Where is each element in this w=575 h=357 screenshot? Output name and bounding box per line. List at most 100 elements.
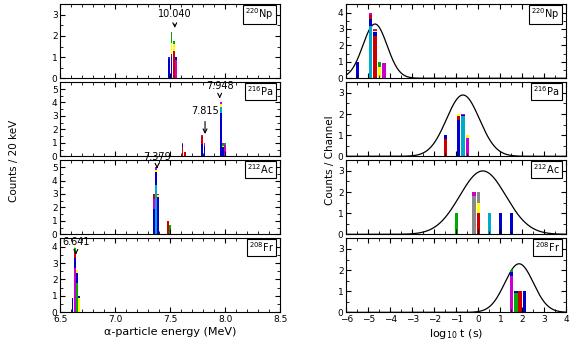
Bar (74, 247, 75, 248)
Bar (171, 54, 172, 57)
Bar (74, 258, 75, 268)
Bar (378, 67, 381, 78)
Bar (158, 195, 159, 197)
Bar (461, 115, 465, 116)
Text: 7.815: 7.815 (191, 106, 219, 133)
Bar (523, 291, 527, 312)
Bar (466, 135, 469, 138)
Bar (509, 276, 513, 312)
Text: 10.040: 10.040 (158, 9, 191, 27)
Bar (184, 152, 186, 156)
Bar (477, 192, 480, 203)
Bar (509, 270, 513, 272)
Bar (173, 41, 175, 44)
Bar (472, 192, 476, 196)
Bar (373, 31, 377, 32)
Text: Counts / 20 keV: Counts / 20 keV (9, 120, 18, 202)
Bar (173, 44, 175, 51)
Bar (369, 15, 373, 19)
Bar (223, 147, 224, 156)
Bar (488, 213, 491, 234)
Bar (457, 120, 461, 156)
Bar (454, 213, 458, 234)
Bar (201, 144, 203, 156)
Text: 7.948: 7.948 (206, 81, 233, 97)
Bar (499, 213, 502, 234)
Bar (220, 104, 222, 106)
Bar (378, 62, 381, 67)
Bar (369, 26, 373, 78)
Bar (74, 252, 75, 258)
Bar (155, 172, 157, 185)
Bar (155, 167, 157, 170)
Bar (509, 213, 513, 234)
Bar (461, 116, 465, 156)
Text: $^{216}$Pa: $^{216}$Pa (247, 85, 274, 98)
Bar (171, 33, 172, 44)
Bar (220, 113, 222, 156)
Bar (201, 136, 203, 144)
Bar (224, 143, 226, 145)
Text: $^{216}$Pa: $^{216}$Pa (533, 85, 560, 98)
Bar (175, 57, 177, 60)
Bar (382, 64, 386, 78)
Bar (514, 291, 518, 293)
Text: $^{212}$Ac: $^{212}$Ac (247, 162, 274, 176)
Bar (72, 298, 74, 312)
Bar (173, 51, 175, 78)
Text: $^{208}$Fr: $^{208}$Fr (535, 241, 560, 255)
Bar (204, 146, 205, 156)
Text: $^{220}$Np: $^{220}$Np (246, 6, 274, 22)
Text: $^{212}$Ac: $^{212}$Ac (533, 162, 560, 176)
Bar (76, 273, 78, 283)
Bar (167, 221, 169, 234)
Bar (457, 115, 461, 116)
Bar (153, 199, 155, 209)
Bar (373, 32, 377, 35)
Bar (78, 298, 80, 312)
Text: $^{220}$Np: $^{220}$Np (531, 6, 560, 22)
Text: 6.641: 6.641 (62, 237, 90, 253)
Bar (170, 225, 171, 234)
Bar (457, 114, 461, 115)
Bar (158, 197, 159, 234)
Bar (171, 44, 172, 54)
Bar (373, 29, 377, 31)
X-axis label: log$_{10}$ t (s): log$_{10}$ t (s) (429, 327, 484, 341)
Bar (78, 296, 80, 298)
Bar (74, 268, 75, 312)
Bar (472, 196, 476, 234)
Bar (182, 147, 183, 156)
Bar (220, 102, 222, 104)
Bar (457, 116, 461, 120)
Bar (466, 138, 469, 156)
Bar (171, 32, 172, 33)
Bar (373, 35, 377, 78)
Bar (168, 59, 170, 78)
Bar (158, 194, 159, 195)
Bar (76, 271, 78, 273)
Text: Counts / Channel: Counts / Channel (325, 116, 335, 206)
Text: 7.379: 7.379 (143, 152, 171, 167)
Bar (182, 144, 183, 147)
Bar (155, 185, 157, 234)
Bar (461, 114, 465, 115)
Bar (443, 135, 447, 139)
Bar (477, 203, 480, 213)
Bar (220, 106, 222, 113)
Bar (153, 194, 155, 199)
Bar (369, 12, 373, 15)
Bar (182, 143, 183, 144)
Bar (355, 62, 359, 78)
Bar (201, 135, 203, 136)
Bar (443, 139, 447, 156)
Text: $^{208}$Fr: $^{208}$Fr (249, 241, 274, 255)
Bar (509, 272, 513, 276)
Bar (175, 60, 177, 78)
X-axis label: α-particle energy (MeV): α-particle energy (MeV) (104, 327, 236, 337)
Bar (477, 213, 480, 234)
Bar (223, 143, 224, 144)
Bar (204, 143, 205, 146)
Bar (155, 170, 157, 172)
Bar (514, 293, 518, 312)
